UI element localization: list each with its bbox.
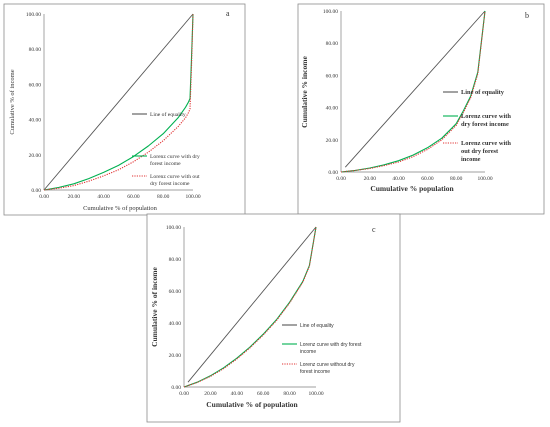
y-tick-label: 100.00 <box>323 9 338 15</box>
x-tick-label: 40.00 <box>231 391 244 397</box>
x-axis-label: Cumulative % of population <box>206 400 298 409</box>
panel-letter: b <box>525 11 529 20</box>
legend-label-2: Lorenz curve with dry forest income <box>461 113 511 128</box>
x-tick-label: 100.00 <box>477 176 492 182</box>
legend: Line of equality Lorenz curve with dry fo… <box>282 323 362 375</box>
y-tick-label: 80.00 <box>326 41 339 47</box>
x-tick-label: 40.00 <box>392 176 405 182</box>
x-tick-label: 0.00 <box>39 194 49 200</box>
legend-label-3: Lorenz curve with out dry forest income <box>150 174 200 187</box>
x-tick-label: 60.00 <box>127 194 140 200</box>
x-tick-label: 80.00 <box>157 194 170 200</box>
panel-a: a 0.00 20.00 40.00 60.00 80.00 100.00 0.00 20.00… <box>3 3 246 216</box>
y-tick-label: 80.00 <box>29 47 42 53</box>
x-tick-label: 20.00 <box>68 194 81 200</box>
y-tick-label: 40.00 <box>29 118 42 124</box>
x-axis-label: Cumulative % population <box>370 184 454 193</box>
x-tick-label: 80.00 <box>450 176 463 182</box>
y-tick-label: 0.00 <box>171 385 181 391</box>
y-tick-label: 60.00 <box>169 289 182 295</box>
x-tick-label: 100.00 <box>308 391 323 397</box>
legend-label-1: Line of equality <box>300 323 334 329</box>
y-tick-label: 40.00 <box>169 321 182 327</box>
panel-letter: a <box>226 9 230 18</box>
y-tick-label: 60.00 <box>29 82 42 88</box>
x-tick-label: 0.00 <box>336 176 346 182</box>
panel-frame <box>3 3 246 216</box>
panel-letter: c <box>372 225 376 234</box>
series-line-1 <box>43 13 194 191</box>
x-tick-label: 100.00 <box>185 194 200 200</box>
y-tick-label: 40.00 <box>326 106 339 112</box>
legend-label-3: Lorenz curve with out dry forest income <box>461 140 511 163</box>
y-axis-label: Cumulative % of income <box>9 69 16 134</box>
series-line-1 <box>344 10 486 168</box>
panel-c: c 0.00 20.00 40.00 60.00 80.00 100.00 0.00 20.00… <box>146 213 401 423</box>
y-tick-label: 60.00 <box>326 73 339 79</box>
x-tick-label: 0.00 <box>179 391 189 397</box>
x-tick-label: 40.00 <box>97 194 110 200</box>
panel-frame <box>297 3 545 215</box>
legend-label-1: Line of equality <box>461 89 505 96</box>
y-tick-label: 20.00 <box>29 153 42 159</box>
y-tick-label: 0.00 <box>328 170 338 176</box>
legend: Line of equality Lorenz curve with dry for… <box>443 89 511 163</box>
legend-label-3: Lorenz curve without dry forest income <box>300 362 355 375</box>
series-line-3 <box>183 226 317 388</box>
x-axis-label: Cumulative % of population <box>83 205 158 212</box>
y-tick-label: 20.00 <box>169 353 182 359</box>
x-tick-label: 80.00 <box>283 391 296 397</box>
x-tick-label: 20.00 <box>204 391 217 397</box>
legend-label-1: Line of equality <box>150 111 186 118</box>
series-line-2 <box>43 13 194 191</box>
legend-label-2: Lorenz curve with dry forest income <box>150 154 200 167</box>
y-tick-label: 0.00 <box>31 188 41 194</box>
legend: Line of equality Lorenz curve with dry for… <box>132 111 200 187</box>
y-tick-label: 100.00 <box>26 12 41 18</box>
y-tick-label: 80.00 <box>169 257 182 263</box>
x-tick-label: 20.00 <box>364 176 377 182</box>
panel-b: b 0.00 20.00 40.00 60.00 80.00 100.00 0.00 20.00… <box>297 3 545 215</box>
x-tick-label: 60.00 <box>421 176 434 182</box>
y-axis-label: Cumulative % income <box>300 56 309 128</box>
series-line-1 <box>187 226 317 383</box>
y-tick-label: 100.00 <box>166 225 181 231</box>
series-line-3 <box>340 10 486 173</box>
legend-label-2: Lorenz curve with dry forest income <box>300 342 362 355</box>
y-tick-label: 20.00 <box>326 138 339 144</box>
x-tick-label: 60.00 <box>257 391 270 397</box>
y-axis-label: Cumulative % of income <box>150 266 159 346</box>
